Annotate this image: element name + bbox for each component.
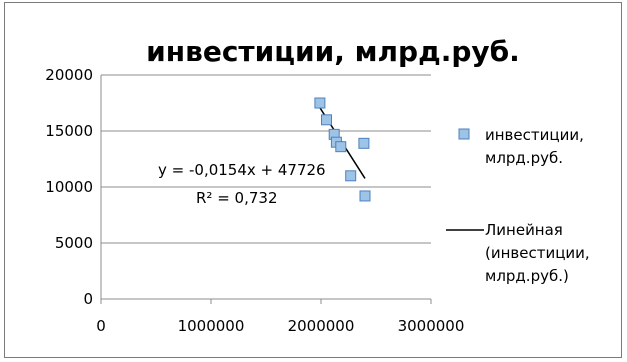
- data-point: [321, 114, 332, 126]
- y-tick-label: 20000: [45, 66, 93, 84]
- data-point: [358, 137, 370, 149]
- trendline-r-squared: R² = 0,732: [196, 189, 277, 207]
- data-point: [359, 190, 371, 202]
- y-tick-label: 10000: [45, 178, 93, 196]
- legend-marker-series: [458, 128, 470, 140]
- data-point: [345, 170, 357, 182]
- y-tick-label: 15000: [45, 122, 93, 140]
- gridlines: [101, 74, 431, 244]
- legend-label-series: млрд.руб.: [485, 149, 563, 167]
- x-tick-label: 1000000: [178, 317, 245, 335]
- legend-label-trendline: млрд.руб.): [485, 267, 569, 285]
- y-tick-label: 0: [83, 290, 93, 308]
- y-tick-label: 5000: [55, 234, 93, 252]
- scatter-chart: инвестиции, млрд.руб. 0 5000 10000 15000 200…: [45, 35, 590, 335]
- x-tick-label: 2000000: [288, 317, 355, 335]
- x-tick-label: 3000000: [398, 317, 465, 335]
- legend-label-trendline: Линейная: [485, 221, 563, 239]
- data-point: [314, 97, 326, 109]
- x-tick-labels: 0 1000000 2000000 3000000: [96, 317, 464, 335]
- legend: инвестиции, млрд.руб. Линейная (инвестиции,…: [446, 126, 590, 285]
- chart-frame: инвестиции, млрд.руб. 0 5000 10000 15000 200…: [4, 2, 622, 358]
- y-tick-labels: 0 5000 10000 15000 20000: [45, 66, 93, 308]
- chart-title: инвестиции, млрд.руб.: [146, 35, 520, 68]
- x-tick-label: 0: [96, 317, 106, 335]
- legend-label-series: инвестиции,: [485, 126, 584, 144]
- trendline-equation: y = -0,0154x + 47726: [158, 161, 326, 179]
- legend-label-trendline: (инвестиции,: [485, 244, 590, 262]
- data-points: [314, 97, 371, 202]
- axes: [100, 75, 432, 304]
- data-point: [335, 141, 347, 153]
